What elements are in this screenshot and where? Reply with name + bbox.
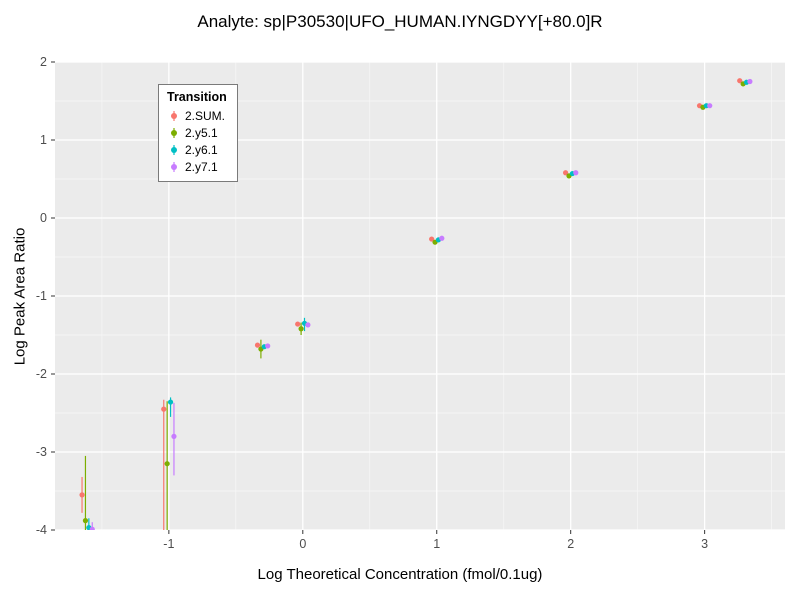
legend-key-icon <box>171 127 177 138</box>
legend-key-icon <box>171 161 177 172</box>
legend-entry: 2.y5.1 <box>167 124 227 141</box>
data-point <box>429 236 435 242</box>
data-point <box>254 342 261 348</box>
legend-key-icon <box>171 110 177 121</box>
data-point <box>573 170 579 176</box>
data-point <box>89 526 95 530</box>
legend-key-icon <box>171 144 177 155</box>
y-tick-label: -1 <box>36 289 47 303</box>
legend-entry-label: 2.y5.1 <box>185 125 218 140</box>
y-tick-label: 2 <box>40 55 47 69</box>
data-point <box>747 78 753 85</box>
data-point <box>161 406 167 412</box>
legend: Transition 2.SUM. 2.y5.1 2.y6.1 2.y7.1 <box>158 84 238 182</box>
y-tick-label: -2 <box>36 367 47 381</box>
legend-entry: 2.y6.1 <box>167 141 227 158</box>
data-point <box>164 461 170 467</box>
legend-entry-label: 2.y6.1 <box>185 142 218 157</box>
data-point <box>171 433 177 439</box>
y-tick-label: 1 <box>40 133 47 147</box>
x-tick-label: 2 <box>567 537 574 551</box>
data-point <box>82 518 89 524</box>
data-point <box>298 326 304 332</box>
chart-title: Analyte: sp|P30530|UFO_HUMAN.IYNGDYY[+80… <box>197 12 603 31</box>
y-tick-label: -3 <box>36 445 47 459</box>
data-point <box>737 78 743 84</box>
data-point <box>305 322 311 328</box>
data-point <box>265 343 271 349</box>
legend-entry-label: 2.y7.1 <box>185 159 218 174</box>
legend-entry: 2.SUM. <box>167 107 227 124</box>
data-point <box>295 321 301 327</box>
x-tick-label: 3 <box>701 537 708 551</box>
legend-entry: 2.y7.1 <box>167 158 227 175</box>
data-point <box>167 399 174 405</box>
data-point <box>439 235 445 241</box>
y-tick-label: 0 <box>40 211 47 225</box>
x-axis-label: Log Theoretical Concentration (fmol/0.1u… <box>257 566 543 583</box>
x-tick-label: 1 <box>433 537 440 551</box>
legend-entries: 2.SUM. 2.y5.1 2.y6.1 2.y7.1 <box>167 107 227 175</box>
data-point <box>707 103 713 109</box>
x-tick-label: 0 <box>299 537 306 551</box>
legend-entry-label: 2.SUM. <box>185 108 226 123</box>
x-tick-label: -1 <box>163 537 174 551</box>
y-tick-label: -4 <box>36 523 47 537</box>
data-layer <box>79 78 753 530</box>
data-point <box>562 170 569 176</box>
data-point <box>79 492 85 498</box>
legend-title: Transition <box>167 90 227 104</box>
